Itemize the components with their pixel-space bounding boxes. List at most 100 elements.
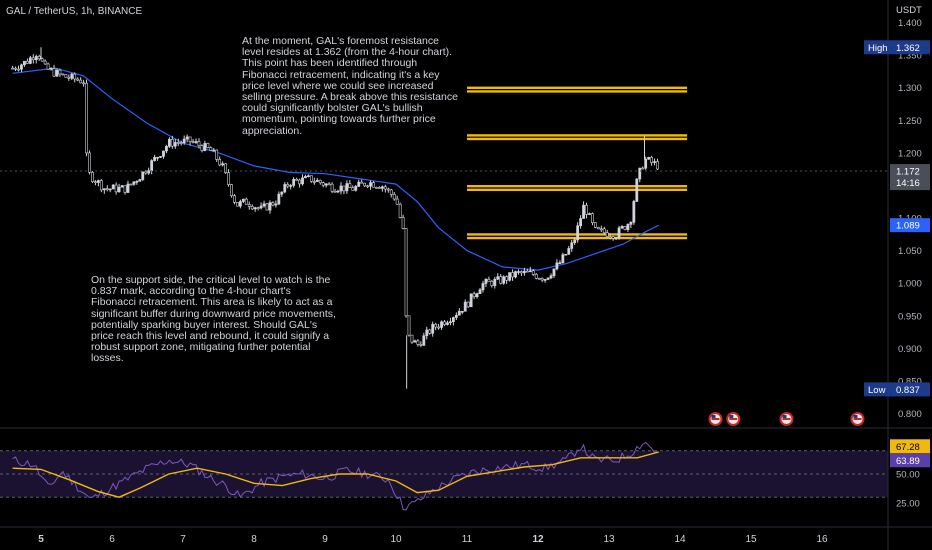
candle-body (579, 218, 583, 227)
candle-body (318, 179, 322, 184)
candle-body (540, 278, 544, 281)
resistance-annotation: At the moment, GAL's foremost resistance… (242, 35, 458, 137)
candle-body (558, 262, 562, 265)
candle-body (58, 69, 62, 75)
candle-body (434, 324, 438, 328)
candle-body (250, 206, 254, 210)
last-price-value: 1.172 (896, 167, 920, 178)
candle-body (52, 68, 56, 77)
candle-body (200, 145, 204, 151)
candle-body (641, 167, 645, 170)
candle-body (330, 183, 334, 192)
candle-body (144, 171, 148, 174)
y-tick-label: 1.050 (898, 246, 922, 257)
candle-body (366, 185, 370, 188)
event-stripe (782, 418, 791, 420)
candle-body (517, 271, 520, 273)
candle-body (88, 152, 91, 173)
candle-body (17, 68, 20, 71)
candle-body (398, 203, 402, 218)
candle-body (496, 276, 500, 280)
candle-body (79, 79, 83, 84)
x-axis: 5 6 7 8 9 10 11 12 13 14 15 16 (0, 526, 932, 545)
candle-body (185, 136, 189, 140)
badge-tag-bg (864, 40, 890, 55)
candle-body (360, 181, 364, 184)
x-tick-label: 14 (674, 534, 686, 545)
candle-body (392, 194, 396, 200)
candle-body (43, 60, 47, 65)
candle-body (120, 185, 124, 188)
candle-body (443, 321, 446, 325)
candle-body (372, 182, 375, 188)
event-canton (853, 415, 858, 418)
candle-body (247, 204, 251, 207)
candle-body (457, 311, 461, 316)
candle-body (552, 268, 556, 276)
candle-body (383, 186, 387, 190)
candle-body (629, 221, 633, 225)
candle-body (635, 178, 639, 202)
candle-body (70, 73, 74, 79)
candle-body (508, 272, 512, 281)
candle-body (380, 186, 384, 189)
candle-body (472, 293, 476, 298)
us-flag-event-icon[interactable] (708, 412, 723, 426)
candle-body (324, 183, 328, 186)
us-flag-event-icon[interactable] (850, 412, 865, 426)
candle-body (85, 82, 88, 154)
us-flag-event-icon[interactable] (779, 412, 794, 426)
candle-body (564, 253, 568, 256)
candle-body (451, 317, 455, 323)
candle-body (203, 143, 207, 151)
candle-body (596, 227, 600, 230)
candle-body (73, 73, 77, 80)
candle-body (153, 157, 157, 161)
candle-body (25, 60, 29, 64)
candle-body (593, 222, 597, 228)
y-tick-label: 0.900 (898, 344, 922, 355)
candle-body (259, 205, 263, 209)
candle-body (298, 179, 301, 185)
candle-body (401, 217, 405, 229)
event-canton (782, 415, 787, 418)
candle-body (460, 310, 464, 313)
candle-body (440, 321, 443, 328)
ma-badge-value: 1.089 (896, 221, 920, 232)
rsi-panel (0, 427, 932, 511)
candle-body (132, 181, 136, 185)
candle-body (531, 270, 535, 275)
candle-body (96, 180, 100, 183)
candle-body (312, 181, 316, 183)
candle-body (363, 182, 367, 187)
candle-body (215, 149, 219, 160)
candle-body (650, 157, 654, 163)
candle-body (117, 186, 121, 193)
rsi-tick-label: 25.00 (896, 499, 920, 510)
candle-body (617, 227, 621, 239)
candle-body (64, 74, 68, 78)
candle-body (31, 57, 35, 61)
badge-tag-bg (864, 382, 890, 397)
candle-body (478, 289, 482, 294)
rsi-badge-value-bg (890, 439, 930, 454)
candle-body (520, 271, 523, 274)
x-tick-label: 9 (322, 534, 328, 545)
candle-body (404, 228, 408, 317)
symbol-title[interactable]: GAL / TetherUS, 1h, BINANCE (6, 6, 143, 17)
candle-body (135, 181, 139, 183)
candle-body (162, 150, 165, 157)
y-tick-label: 0.800 (898, 409, 922, 420)
x-tick-label: 8 (251, 534, 257, 545)
event-markers[interactable] (708, 412, 865, 426)
candle-body (611, 236, 615, 239)
candle-body (238, 201, 242, 207)
price-candles (11, 47, 659, 389)
candle-body (253, 207, 257, 210)
candle-body (309, 175, 313, 182)
us-flag-event-icon[interactable] (726, 412, 741, 426)
candle-body (502, 276, 506, 284)
candle-body (602, 228, 606, 234)
